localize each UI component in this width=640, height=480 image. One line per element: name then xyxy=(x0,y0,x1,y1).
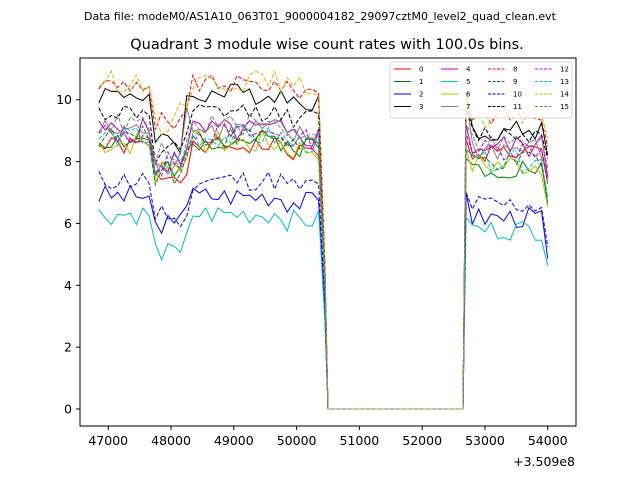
y-tick-label: 4 xyxy=(64,278,72,293)
legend-label-10: 10 xyxy=(513,91,522,99)
legend-label-1: 1 xyxy=(419,78,423,86)
legend-box xyxy=(390,62,572,118)
y-tick-label: 10 xyxy=(56,92,72,107)
y-axis: 0 2 4 6 8 10 xyxy=(56,92,80,416)
plot-lines xyxy=(99,71,548,409)
x-axis: 47000 48000 49000 50000 51000 52000 53000 54000 xyxy=(88,426,567,448)
y-tick-label: 0 xyxy=(64,401,72,416)
x-tick-label: 49000 xyxy=(214,433,254,448)
y-tick-label: 2 xyxy=(64,340,72,355)
x-tick-label: 50000 xyxy=(277,433,317,448)
legend-label-13: 13 xyxy=(560,78,569,86)
legend-label-4: 4 xyxy=(466,66,471,74)
x-tick-label: 52000 xyxy=(402,433,442,448)
legend-label-14: 14 xyxy=(560,91,569,99)
legend-label-11: 11 xyxy=(513,103,522,111)
legend-label-8: 8 xyxy=(513,66,517,74)
data-file-header: Data file: modeM0/AS1A10_063T01_90000041… xyxy=(84,10,557,23)
x-offset-label: +3.509e8 xyxy=(513,454,575,469)
y-tick-label: 6 xyxy=(64,216,72,231)
x-tick-label: 54000 xyxy=(528,433,568,448)
chart-title: Quadrant 3 module wise count rates with … xyxy=(130,37,524,53)
legend-label-7: 7 xyxy=(466,103,470,111)
legend-label-15: 15 xyxy=(560,103,569,111)
legend-label-0: 0 xyxy=(419,66,423,74)
x-tick-label: 53000 xyxy=(465,433,505,448)
x-tick-label: 47000 xyxy=(88,433,128,448)
legend-label-12: 12 xyxy=(560,66,569,74)
legend-label-5: 5 xyxy=(466,78,470,86)
legend-label-2: 2 xyxy=(419,91,423,99)
legend-label-3: 3 xyxy=(419,103,423,111)
y-tick-label: 8 xyxy=(64,154,72,169)
x-tick-label: 51000 xyxy=(340,433,380,448)
chart-svg: Data file: modeM0/AS1A10_063T01_90000041… xyxy=(0,0,640,480)
x-tick-label: 48000 xyxy=(151,433,191,448)
legend-label-6: 6 xyxy=(466,91,471,99)
legend-label-9: 9 xyxy=(513,78,517,86)
